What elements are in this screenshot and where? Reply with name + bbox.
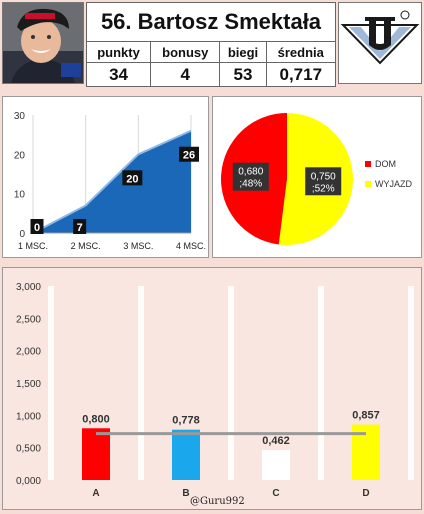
bar-b <box>172 429 200 480</box>
y-tick-label: 0 <box>19 229 25 240</box>
pie-chart-panel: 0,680 ;48% 0,750 ;52% DOM WYJAZD <box>212 96 422 258</box>
team-logo-icon <box>340 10 420 65</box>
v-gridline <box>318 286 324 480</box>
points-value: 34 <box>85 62 152 87</box>
x-tick-label: B <box>182 488 189 499</box>
bar-a <box>82 428 110 480</box>
v-gridline <box>408 286 414 480</box>
y-tick-label: 2,000 <box>16 347 41 358</box>
data-label-bg <box>122 170 143 186</box>
area-fill <box>33 130 191 233</box>
rider-stats-table: 56. Bartosz Smektała punkty bonusy biegi… <box>85 2 337 87</box>
heats-label: biegi <box>219 41 267 63</box>
bar-chart-panel: 0,000 0,500 1,000 1,500 2,000 2,500 3,000 0,800… <box>2 267 422 510</box>
pie-label-bg <box>305 167 342 196</box>
pie-label-value: 0,680 <box>238 167 263 178</box>
x-tick-label: A <box>92 488 99 499</box>
pie-label-percent: ;48% <box>239 179 262 190</box>
rider-name: 56. Bartosz Smektała <box>86 2 336 42</box>
bonus-value: 4 <box>150 62 221 87</box>
average-label: średnia <box>265 41 337 63</box>
average-value: 0,717 <box>265 62 337 87</box>
area-chart: 0 10 20 30 1 MSC. 2 MSC. 3 MSC. 4 MSC. 0 7 20 26 <box>14 111 206 251</box>
bonus-label: bonusy <box>150 41 221 63</box>
v-gridline <box>48 286 54 480</box>
heats-value: 53 <box>219 62 267 87</box>
bar-c <box>262 450 290 480</box>
data-label: 7 <box>77 222 83 234</box>
y-tick-label: 0,500 <box>16 444 41 455</box>
y-tick-label: 1,000 <box>16 411 41 422</box>
v-gridline <box>228 286 234 480</box>
data-label-bg <box>30 219 44 234</box>
legend-swatch <box>365 161 371 167</box>
team-logo <box>338 2 422 84</box>
data-label: 20 <box>126 173 138 185</box>
watermark: @Guru992 <box>190 496 245 507</box>
y-tick-label: 3,000 <box>16 282 41 293</box>
v-gridline <box>138 286 144 480</box>
legend-swatch <box>365 181 371 187</box>
area-chart-panel: 0 10 20 30 1 MSC. 2 MSC. 3 MSC. 4 MSC. 0 7 20 26 <box>2 96 209 258</box>
y-tick-label: 20 <box>14 150 26 161</box>
pie-label-bg <box>232 162 269 191</box>
bar-value-label: 0,778 <box>172 415 200 427</box>
y-tick-label: 0,000 <box>16 476 41 487</box>
y-tick-label: 30 <box>14 111 26 122</box>
bar-value-label: 0,462 <box>262 435 290 447</box>
legend-label: DOM <box>375 159 396 169</box>
data-label: 0 <box>34 222 40 234</box>
points-label: punkty <box>85 41 152 63</box>
x-tick-label: 3 MSC. <box>123 241 153 251</box>
rider-photo <box>2 2 84 84</box>
pie-label-percent: ;52% <box>312 183 335 194</box>
x-tick-label: 1 MSC. <box>18 241 48 251</box>
bar-chart: 0,000 0,500 1,000 1,500 2,000 2,500 3,000 0,800… <box>16 282 414 499</box>
bar-value-label: 0,800 <box>82 413 110 425</box>
pie-chart: 0,680;48% 0,750;52% DOM WYJAZD <box>220 113 412 245</box>
pie-label-value: 0,750 <box>311 171 336 182</box>
x-tick-label: C <box>272 488 279 499</box>
data-label-bg <box>179 146 199 162</box>
y-tick-label: 1,500 <box>16 379 41 390</box>
data-label: 26 <box>183 150 195 162</box>
x-tick-label: 4 MSC. <box>176 241 206 251</box>
x-tick-label: 2 MSC. <box>71 241 101 251</box>
rider-portrait-icon <box>3 3 83 83</box>
y-tick-label: 10 <box>14 190 26 201</box>
data-label-bg <box>73 219 87 234</box>
bar-value-label: 0,857 <box>352 410 380 422</box>
x-tick-label: D <box>362 488 369 499</box>
legend-label: WYJAZD <box>375 179 412 189</box>
y-tick-label: 2,500 <box>16 314 41 325</box>
area-edge-line <box>32 129 192 234</box>
